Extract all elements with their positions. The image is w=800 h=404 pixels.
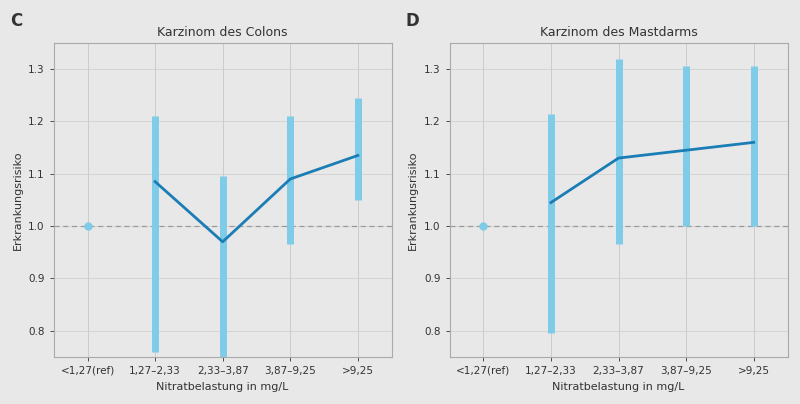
Y-axis label: Erkrankungsrisiko: Erkrankungsrisiko bbox=[408, 150, 418, 250]
Text: C: C bbox=[10, 13, 22, 30]
Title: Karzinom des Colons: Karzinom des Colons bbox=[158, 26, 288, 39]
Text: D: D bbox=[406, 13, 419, 30]
Title: Karzinom des Mastdarms: Karzinom des Mastdarms bbox=[540, 26, 698, 39]
Y-axis label: Erkrankungsrisiko: Erkrankungsrisiko bbox=[13, 150, 22, 250]
X-axis label: Nitratbelastung in mg/L: Nitratbelastung in mg/L bbox=[157, 381, 289, 391]
X-axis label: Nitratbelastung in mg/L: Nitratbelastung in mg/L bbox=[552, 381, 685, 391]
